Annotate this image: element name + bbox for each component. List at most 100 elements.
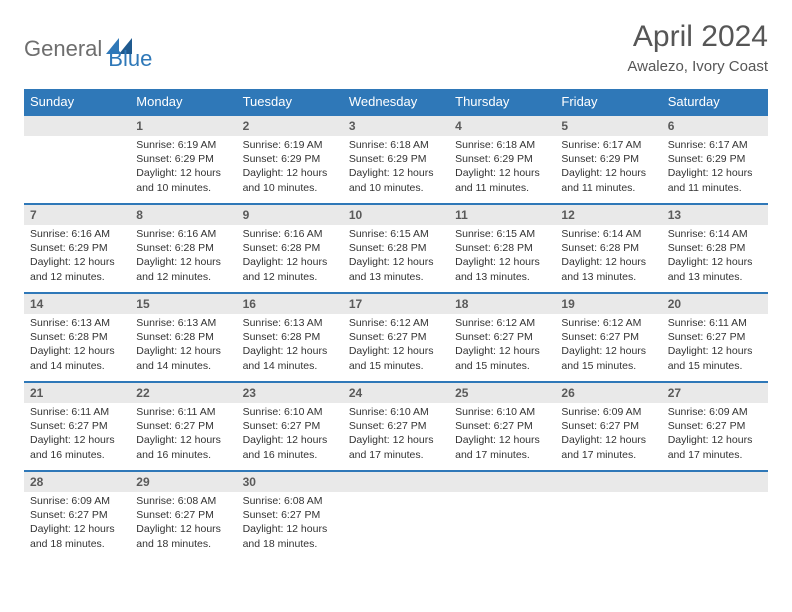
day-number: 28 [24, 471, 130, 492]
daylight-line: Daylight: 12 hours and 14 minutes. [136, 344, 230, 372]
day-cell: Sunrise: 6:15 AMSunset: 6:28 PMDaylight:… [449, 225, 555, 293]
day-cell: Sunrise: 6:11 AMSunset: 6:27 PMDaylight:… [24, 403, 130, 471]
sunset-line: Sunset: 6:29 PM [561, 152, 655, 166]
sunrise-line: Sunrise: 6:19 AM [243, 138, 337, 152]
daylight-line: Daylight: 12 hours and 14 minutes. [243, 344, 337, 372]
daynum-row: 123456 [24, 115, 768, 136]
sunset-line: Sunset: 6:27 PM [349, 330, 443, 344]
daylight-line: Daylight: 12 hours and 13 minutes. [455, 255, 549, 283]
empty-cell [343, 471, 449, 492]
day-number: 15 [130, 293, 236, 314]
day-cell: Sunrise: 6:08 AMSunset: 6:27 PMDaylight:… [130, 492, 236, 560]
day-number: 2 [237, 115, 343, 136]
sunset-line: Sunset: 6:27 PM [668, 330, 762, 344]
empty-cell [343, 492, 449, 560]
daylight-line: Daylight: 12 hours and 18 minutes. [243, 522, 337, 550]
day-cell: Sunrise: 6:17 AMSunset: 6:29 PMDaylight:… [662, 136, 768, 204]
week-row: Sunrise: 6:09 AMSunset: 6:27 PMDaylight:… [24, 492, 768, 560]
daylight-line: Daylight: 12 hours and 13 minutes. [561, 255, 655, 283]
sunset-line: Sunset: 6:27 PM [561, 419, 655, 433]
day-number: 10 [343, 204, 449, 225]
day-cell: Sunrise: 6:12 AMSunset: 6:27 PMDaylight:… [343, 314, 449, 382]
sunset-line: Sunset: 6:28 PM [243, 241, 337, 255]
day-cell: Sunrise: 6:11 AMSunset: 6:27 PMDaylight:… [662, 314, 768, 382]
day-cell: Sunrise: 6:13 AMSunset: 6:28 PMDaylight:… [130, 314, 236, 382]
daylight-line: Daylight: 12 hours and 13 minutes. [349, 255, 443, 283]
logo-word-blue: Blue [108, 46, 152, 72]
day-cell: Sunrise: 6:12 AMSunset: 6:27 PMDaylight:… [449, 314, 555, 382]
sunrise-line: Sunrise: 6:13 AM [30, 316, 124, 330]
sunset-line: Sunset: 6:29 PM [243, 152, 337, 166]
sunset-line: Sunset: 6:29 PM [349, 152, 443, 166]
sunrise-line: Sunrise: 6:16 AM [243, 227, 337, 241]
day-number: 22 [130, 382, 236, 403]
empty-cell [449, 492, 555, 560]
day-number: 16 [237, 293, 343, 314]
title-block: April 2024 Awalezo, Ivory Coast [627, 20, 768, 75]
sunrise-line: Sunrise: 6:18 AM [455, 138, 549, 152]
sunset-line: Sunset: 6:28 PM [349, 241, 443, 255]
week-row: Sunrise: 6:11 AMSunset: 6:27 PMDaylight:… [24, 403, 768, 471]
sunrise-line: Sunrise: 6:15 AM [349, 227, 443, 241]
daylight-line: Daylight: 12 hours and 15 minutes. [349, 344, 443, 372]
sunset-line: Sunset: 6:29 PM [30, 241, 124, 255]
day-number: 14 [24, 293, 130, 314]
day-number: 20 [662, 293, 768, 314]
sunset-line: Sunset: 6:28 PM [30, 330, 124, 344]
sunset-line: Sunset: 6:27 PM [30, 419, 124, 433]
daylight-line: Daylight: 12 hours and 17 minutes. [561, 433, 655, 461]
daylight-line: Daylight: 12 hours and 17 minutes. [668, 433, 762, 461]
day-number: 30 [237, 471, 343, 492]
sunset-line: Sunset: 6:27 PM [136, 419, 230, 433]
daylight-line: Daylight: 12 hours and 17 minutes. [455, 433, 549, 461]
sunrise-line: Sunrise: 6:09 AM [30, 494, 124, 508]
sunrise-line: Sunrise: 6:14 AM [668, 227, 762, 241]
sunset-line: Sunset: 6:29 PM [136, 152, 230, 166]
sunset-line: Sunset: 6:27 PM [30, 508, 124, 522]
day-cell: Sunrise: 6:18 AMSunset: 6:29 PMDaylight:… [343, 136, 449, 204]
daylight-line: Daylight: 12 hours and 12 minutes. [30, 255, 124, 283]
sunset-line: Sunset: 6:27 PM [668, 419, 762, 433]
day-number: 12 [555, 204, 661, 225]
day-cell: Sunrise: 6:13 AMSunset: 6:28 PMDaylight:… [24, 314, 130, 382]
daylight-line: Daylight: 12 hours and 16 minutes. [30, 433, 124, 461]
daylight-line: Daylight: 12 hours and 15 minutes. [561, 344, 655, 372]
sunrise-line: Sunrise: 6:18 AM [349, 138, 443, 152]
week-row: Sunrise: 6:13 AMSunset: 6:28 PMDaylight:… [24, 314, 768, 382]
daylight-line: Daylight: 12 hours and 15 minutes. [455, 344, 549, 372]
day-cell: Sunrise: 6:08 AMSunset: 6:27 PMDaylight:… [237, 492, 343, 560]
sunrise-line: Sunrise: 6:19 AM [136, 138, 230, 152]
daylight-line: Daylight: 12 hours and 10 minutes. [349, 166, 443, 194]
day-number: 8 [130, 204, 236, 225]
daylight-line: Daylight: 12 hours and 18 minutes. [30, 522, 124, 550]
day-cell: Sunrise: 6:09 AMSunset: 6:27 PMDaylight:… [555, 403, 661, 471]
sunset-line: Sunset: 6:27 PM [136, 508, 230, 522]
weekday-friday: Friday [555, 89, 661, 115]
day-cell: Sunrise: 6:09 AMSunset: 6:27 PMDaylight:… [24, 492, 130, 560]
daylight-line: Daylight: 12 hours and 11 minutes. [668, 166, 762, 194]
sunset-line: Sunset: 6:28 PM [561, 241, 655, 255]
empty-cell [662, 492, 768, 560]
sunrise-line: Sunrise: 6:12 AM [561, 316, 655, 330]
day-number: 18 [449, 293, 555, 314]
day-number: 27 [662, 382, 768, 403]
day-number: 21 [24, 382, 130, 403]
sunrise-line: Sunrise: 6:16 AM [30, 227, 124, 241]
day-number: 7 [24, 204, 130, 225]
day-cell: Sunrise: 6:12 AMSunset: 6:27 PMDaylight:… [555, 314, 661, 382]
day-cell: Sunrise: 6:09 AMSunset: 6:27 PMDaylight:… [662, 403, 768, 471]
weekday-header-row: Sunday Monday Tuesday Wednesday Thursday… [24, 89, 768, 115]
daylight-line: Daylight: 12 hours and 12 minutes. [243, 255, 337, 283]
daylight-line: Daylight: 12 hours and 13 minutes. [668, 255, 762, 283]
sunset-line: Sunset: 6:27 PM [243, 419, 337, 433]
day-number: 1 [130, 115, 236, 136]
day-cell: Sunrise: 6:18 AMSunset: 6:29 PMDaylight:… [449, 136, 555, 204]
sunset-line: Sunset: 6:28 PM [136, 330, 230, 344]
sunset-line: Sunset: 6:28 PM [243, 330, 337, 344]
sunset-line: Sunset: 6:27 PM [243, 508, 337, 522]
sunrise-line: Sunrise: 6:09 AM [561, 405, 655, 419]
empty-cell [555, 492, 661, 560]
weekday-sunday: Sunday [24, 89, 130, 115]
sunrise-line: Sunrise: 6:10 AM [349, 405, 443, 419]
sunrise-line: Sunrise: 6:10 AM [243, 405, 337, 419]
